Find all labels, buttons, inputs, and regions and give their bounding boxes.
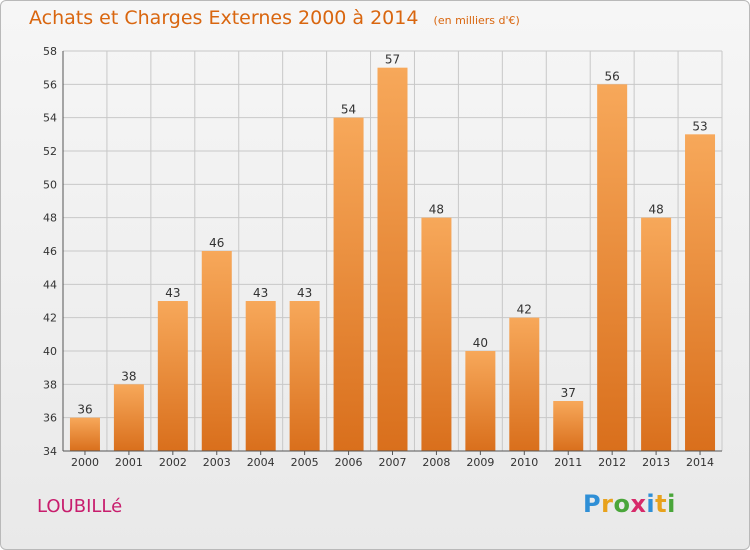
- bar: [597, 84, 628, 451]
- data-label: 57: [385, 53, 400, 67]
- data-label: 53: [692, 119, 707, 133]
- data-label: 43: [253, 286, 268, 300]
- chart-title: Achats et Charges Externes 2000 à 2014: [29, 7, 419, 29]
- x-tick-label: 2003: [203, 456, 231, 469]
- data-label: 54: [341, 103, 356, 117]
- y-tick-label: 48: [43, 212, 57, 225]
- bar: [157, 301, 188, 451]
- y-tick-label: 58: [43, 45, 57, 58]
- y-tick-label: 44: [43, 278, 57, 291]
- bar: [333, 117, 364, 452]
- y-tick-label: 34: [43, 445, 57, 458]
- data-label: 56: [605, 69, 620, 83]
- y-tick-label: 36: [43, 412, 57, 425]
- x-tick-label: 2013: [642, 456, 670, 469]
- logo-letter: i: [667, 490, 676, 518]
- y-tick-label: 42: [43, 312, 57, 325]
- place-name: LOUBILLé: [37, 496, 123, 517]
- bar: [685, 134, 716, 452]
- logo-letter: i: [646, 490, 656, 518]
- bar: [465, 351, 496, 451]
- logo-letter: t: [655, 490, 668, 518]
- bar: [421, 217, 452, 451]
- x-tick-label: 2002: [159, 456, 187, 469]
- data-label: 43: [297, 286, 312, 300]
- bar: [509, 317, 540, 451]
- x-tick-label: 2010: [510, 456, 538, 469]
- bar: [289, 301, 320, 451]
- data-label: 38: [121, 369, 136, 383]
- x-tick-label: 2011: [554, 456, 582, 469]
- bar: [553, 401, 584, 451]
- data-label: 36: [77, 403, 92, 417]
- x-tick-label: 2005: [291, 456, 319, 469]
- y-tick-label: 46: [43, 245, 57, 258]
- x-tick-label: 2004: [247, 456, 275, 469]
- data-label: 46: [209, 236, 224, 250]
- logo-letter: P: [583, 490, 602, 518]
- y-tick-label: 50: [43, 178, 57, 191]
- y-tick-label: 38: [43, 378, 57, 391]
- logo-letter: x: [630, 490, 647, 518]
- x-tick-label: 2000: [71, 456, 99, 469]
- data-label: 43: [165, 286, 180, 300]
- data-labels: 36 38 43 46 43 43 54 57 48 40 42 37 56 48 53: [77, 53, 707, 417]
- x-tick-label: 2009: [466, 456, 494, 469]
- bar: [113, 384, 144, 451]
- title-row: Achats et Charges Externes 2000 à 2014 (…: [29, 7, 520, 29]
- x-tick-label: 2012: [598, 456, 626, 469]
- bar: [245, 301, 276, 451]
- y-tick-label: 54: [43, 112, 57, 125]
- x-tick-label: 2006: [335, 456, 363, 469]
- bar: [377, 67, 408, 452]
- y-tick-label: 56: [43, 78, 57, 91]
- bar: [69, 417, 100, 451]
- data-label: 42: [517, 303, 532, 317]
- x-tick-label: 2008: [422, 456, 450, 469]
- x-tick-label: 2014: [686, 456, 714, 469]
- chart-subtitle: (en milliers d'€): [433, 14, 520, 27]
- data-label: 40: [473, 336, 488, 350]
- logo-letter: r: [601, 490, 614, 518]
- y-tick-label: 52: [43, 145, 57, 158]
- proxiti-logo: Proxiti: [583, 490, 676, 518]
- logo-letter: o: [613, 490, 631, 518]
- y-tick-label: 40: [43, 345, 57, 358]
- bar: [641, 217, 672, 451]
- axes: 34 36 38 40 42 44 46 48 50 52 54 56 58 2000 2001 2002 20…: [43, 45, 722, 469]
- data-label: 37: [561, 386, 576, 400]
- x-tick-label: 2007: [379, 456, 407, 469]
- bar: [201, 251, 232, 451]
- data-label: 48: [429, 203, 444, 217]
- bars: [69, 67, 716, 452]
- x-tick-label: 2001: [115, 456, 143, 469]
- data-label: 48: [648, 203, 663, 217]
